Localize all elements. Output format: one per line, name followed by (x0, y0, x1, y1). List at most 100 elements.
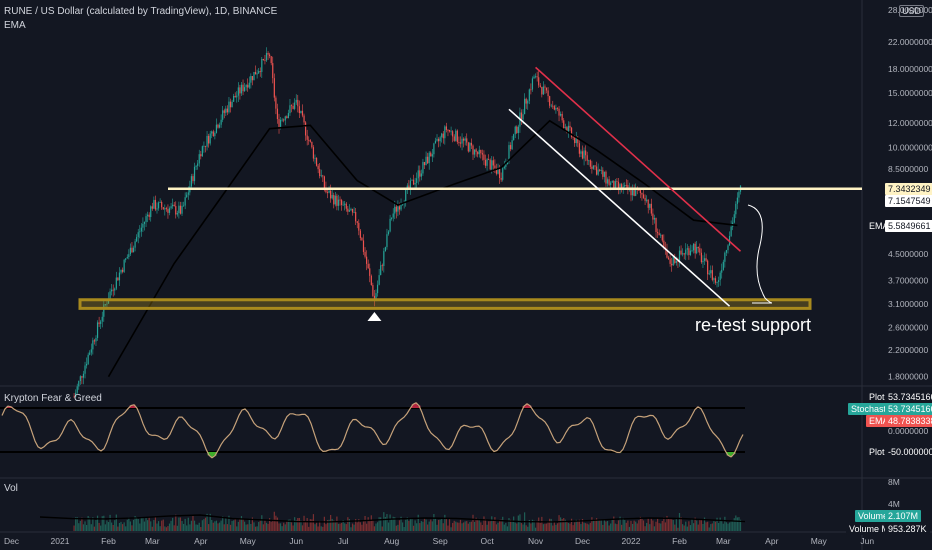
volume-bar (250, 523, 252, 531)
volume-bar (157, 521, 160, 531)
candle-body (417, 170, 419, 179)
volume-bar (721, 521, 723, 531)
candle-body (375, 293, 377, 300)
candle-body (635, 188, 637, 196)
candle-body (353, 212, 355, 213)
candle-body (585, 150, 587, 156)
volume-bar (514, 522, 516, 531)
candle-body (563, 120, 565, 128)
candle-body (470, 142, 473, 146)
volume-bar (317, 526, 319, 531)
candle-body (168, 208, 171, 213)
volume-bar (225, 517, 227, 531)
price-tick-label: 15.0000000 (888, 88, 932, 98)
candle-body (380, 265, 382, 276)
time-tick-label: Sep (433, 536, 448, 546)
volume-bar (678, 513, 681, 531)
candle-body (376, 284, 379, 294)
ema-legend[interactable]: EMA (4, 20, 26, 31)
candle-body (484, 159, 487, 166)
volume-bar (337, 523, 340, 531)
candle-body (569, 125, 571, 128)
volume-bar (639, 516, 641, 531)
red-trendline[interactable] (535, 66, 742, 252)
candle-body (463, 138, 465, 141)
volume-bar (680, 517, 682, 531)
volume-bar (273, 511, 275, 531)
volume-bar (145, 517, 147, 531)
volume-bar (261, 515, 263, 531)
candle-body (419, 170, 421, 177)
volume-bar (394, 517, 396, 531)
volume-bar (728, 522, 731, 531)
volume-bar (103, 515, 105, 531)
candle-body (203, 145, 205, 147)
candle-body (555, 107, 557, 110)
volume-title[interactable]: Vol (4, 483, 18, 494)
volume-bar (305, 521, 307, 531)
candle-body (387, 231, 390, 235)
candle-body (361, 237, 363, 241)
volume-bar (675, 517, 677, 531)
price-tick-label: 10.0000000 (888, 142, 932, 152)
volume-bar (168, 523, 171, 531)
candle-body (613, 180, 615, 190)
price-tick-label: 12.0000000 (888, 118, 932, 128)
candle-body (367, 263, 369, 269)
candle-body (364, 251, 366, 257)
candle-body (79, 376, 81, 382)
volume-bar (702, 523, 704, 531)
volume-bar (570, 518, 573, 531)
time-tick-label: Feb (672, 536, 687, 546)
candle-body (682, 253, 684, 255)
white-trendline[interactable] (508, 108, 731, 307)
candle-body (581, 151, 584, 159)
candle-body (513, 134, 515, 141)
volume-bar (409, 518, 412, 531)
candle-body (330, 190, 332, 199)
candle-body (73, 396, 75, 398)
volume-bar (682, 524, 684, 531)
volume-bar (494, 517, 496, 531)
volume-bar (389, 514, 391, 531)
volume-bar (172, 517, 174, 531)
candle-body (281, 119, 283, 121)
candle-body (735, 203, 737, 215)
candle-body (100, 321, 102, 324)
candle-body (359, 230, 361, 238)
currency-button[interactable]: USD (899, 5, 925, 17)
volume-bar (198, 522, 200, 531)
candle-body (193, 166, 196, 182)
volume-bar (278, 523, 280, 531)
candle-body (339, 199, 341, 201)
candle-body (525, 98, 527, 104)
candle-body (184, 197, 186, 206)
volume-bar (437, 519, 440, 531)
candle-body (464, 138, 466, 141)
oscillator-title[interactable]: Krypton Fear & Greed (4, 393, 102, 404)
osc-fill-overbought (414, 402, 418, 408)
volume-bar (519, 514, 521, 531)
candle-body (700, 252, 702, 263)
candle-body (201, 146, 203, 157)
candle-body (178, 205, 180, 214)
candle-body (434, 140, 437, 144)
price-tick-label: 1.8000000 (888, 372, 928, 382)
candle-body (497, 168, 499, 174)
candle-body (594, 165, 596, 167)
candle-body (436, 139, 438, 141)
volume-bar (738, 517, 740, 531)
volume-bar (442, 523, 444, 531)
candle-body (549, 96, 551, 106)
volume-bar (156, 523, 158, 531)
volume-bar (547, 522, 549, 531)
candle-body (114, 288, 116, 291)
candle-body (733, 214, 735, 223)
candle-body (198, 154, 200, 164)
volume-bar (303, 515, 305, 531)
volume-bar (614, 523, 616, 531)
candle-body (147, 214, 149, 217)
volume-bar (175, 514, 177, 531)
candle-body (694, 243, 696, 254)
